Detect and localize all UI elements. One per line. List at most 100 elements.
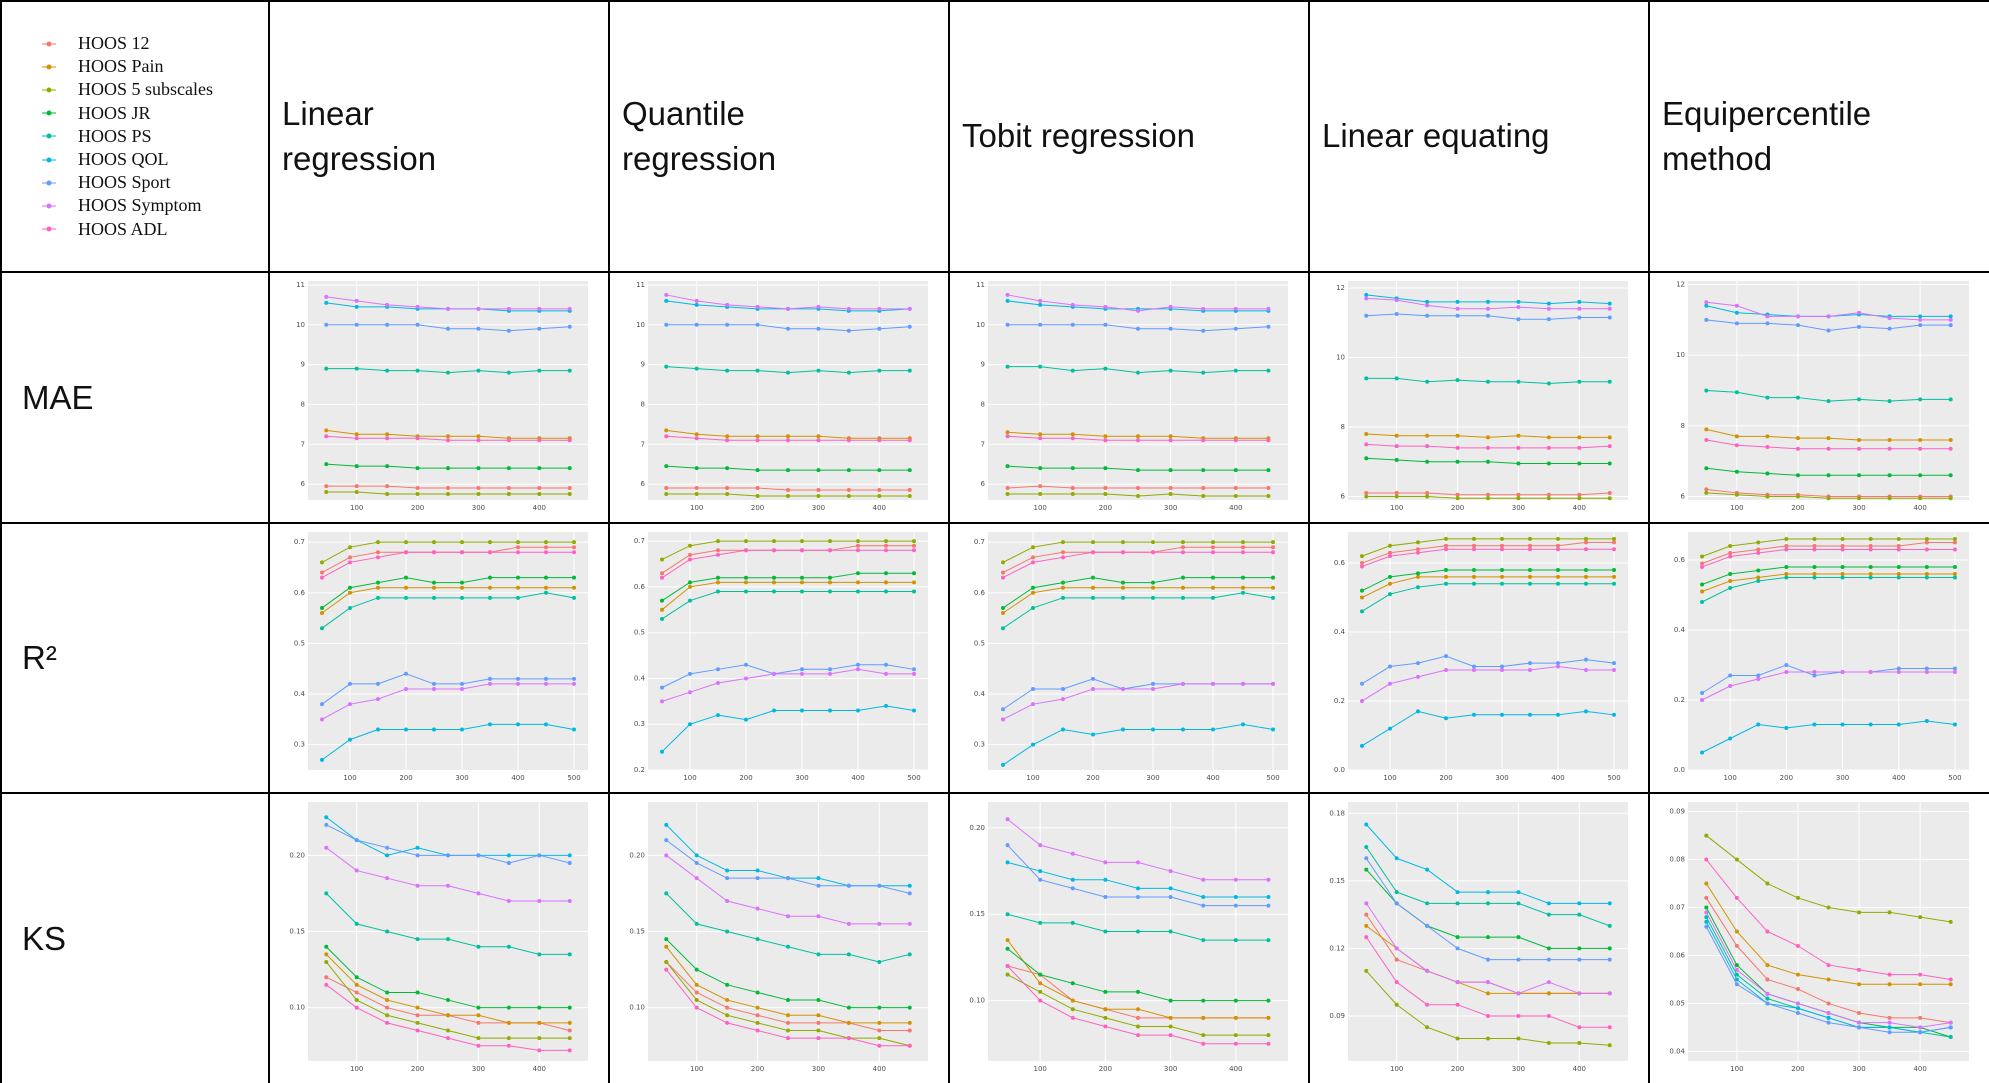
data-point <box>688 557 692 562</box>
y-tick-label: 0.20 <box>969 824 985 832</box>
data-point <box>1516 305 1521 310</box>
data-point <box>376 681 380 686</box>
data-point <box>1812 544 1817 548</box>
data-point <box>544 545 548 550</box>
data-point <box>376 580 380 585</box>
data-point <box>786 1028 790 1033</box>
data-point <box>1486 379 1490 384</box>
data-point <box>1577 461 1582 466</box>
data-point <box>1103 492 1108 497</box>
data-point <box>324 845 329 850</box>
data-point <box>755 990 760 995</box>
data-point <box>716 548 720 553</box>
data-point <box>907 1043 912 1048</box>
data-point <box>1756 540 1761 545</box>
data-point <box>725 929 730 934</box>
x-tick-label: 300 <box>472 1065 485 1073</box>
data-point <box>800 580 804 585</box>
legend-label: HOOS QOL <box>78 149 169 170</box>
data-point <box>1826 963 1831 968</box>
data-point <box>912 548 916 553</box>
data-point <box>506 853 511 858</box>
y-tick-label: 0.4 <box>1334 628 1346 636</box>
series-line <box>1701 538 1955 557</box>
data-point <box>348 555 352 560</box>
data-point <box>1364 313 1369 318</box>
data-point <box>664 292 669 297</box>
y-tick-label: 6 <box>641 480 646 488</box>
data-point <box>912 543 916 548</box>
y-tick-label: 0.5 <box>974 639 985 647</box>
legend-key-dot <box>46 110 52 116</box>
series-line <box>1701 671 1955 701</box>
data-point <box>1121 686 1125 691</box>
data-point <box>1181 540 1185 545</box>
data-point <box>716 589 720 594</box>
data-point <box>1181 585 1185 590</box>
data-point <box>1577 496 1582 501</box>
data-point <box>907 891 912 896</box>
data-point <box>828 708 832 713</box>
y-tick-label: 6 <box>981 480 986 488</box>
data-point <box>1201 306 1206 311</box>
data-point <box>1168 929 1173 934</box>
data-point <box>1136 1007 1140 1012</box>
data-point <box>1388 592 1392 597</box>
data-point <box>1201 998 1206 1003</box>
y-tick-label: 0.08 <box>1669 856 1685 864</box>
series-line <box>1002 551 1273 579</box>
data-point <box>1211 575 1215 580</box>
data-point <box>1425 1002 1430 1007</box>
data-point <box>506 306 511 311</box>
data-point <box>1233 1015 1238 1020</box>
data-point <box>1896 537 1901 541</box>
data-point <box>446 466 450 471</box>
data-point <box>567 1036 572 1041</box>
data-point <box>537 899 542 904</box>
legend-key <box>42 157 56 163</box>
data-point <box>786 944 790 949</box>
data-point <box>1826 328 1831 333</box>
data-point <box>460 681 464 686</box>
data-point <box>404 727 408 732</box>
data-point <box>772 539 776 544</box>
data-point <box>1728 551 1733 555</box>
data-point <box>376 585 380 590</box>
data-point <box>1121 550 1125 555</box>
y-tick-label: 11 <box>296 281 305 289</box>
data-point <box>1546 957 1551 962</box>
data-point <box>385 1020 390 1025</box>
data-point <box>476 1020 481 1025</box>
data-point <box>1091 575 1095 580</box>
x-tick-label: 400 <box>511 774 524 782</box>
data-point <box>1734 390 1739 395</box>
data-point <box>1211 727 1215 732</box>
data-point <box>348 545 352 550</box>
chart: 6 7 8 9 10 11 100 200 300 400 <box>976 281 1288 512</box>
data-point <box>664 959 669 964</box>
data-point <box>1546 946 1551 951</box>
data-point <box>1360 554 1364 559</box>
data-point <box>1896 670 1901 674</box>
legend-item: HOOS ADL <box>42 218 268 241</box>
data-point <box>1233 1041 1238 1046</box>
data-point <box>1070 1015 1075 1020</box>
data-point <box>1038 432 1043 437</box>
data-point <box>1556 547 1560 552</box>
data-point <box>660 699 664 704</box>
data-point <box>1528 547 1532 552</box>
data-point <box>1952 666 1957 671</box>
y-tick-label: 0.06 <box>1669 951 1685 959</box>
data-point <box>877 921 882 926</box>
data-point <box>1394 298 1399 303</box>
data-point <box>1241 545 1245 550</box>
y-tick-label: 11 <box>636 281 645 289</box>
data-point <box>460 727 464 732</box>
data-point <box>688 580 692 585</box>
data-point <box>516 595 520 600</box>
data-point <box>506 899 511 904</box>
data-point <box>1612 547 1616 552</box>
data-point <box>1887 437 1892 442</box>
data-point <box>572 676 576 681</box>
data-point <box>694 853 699 858</box>
